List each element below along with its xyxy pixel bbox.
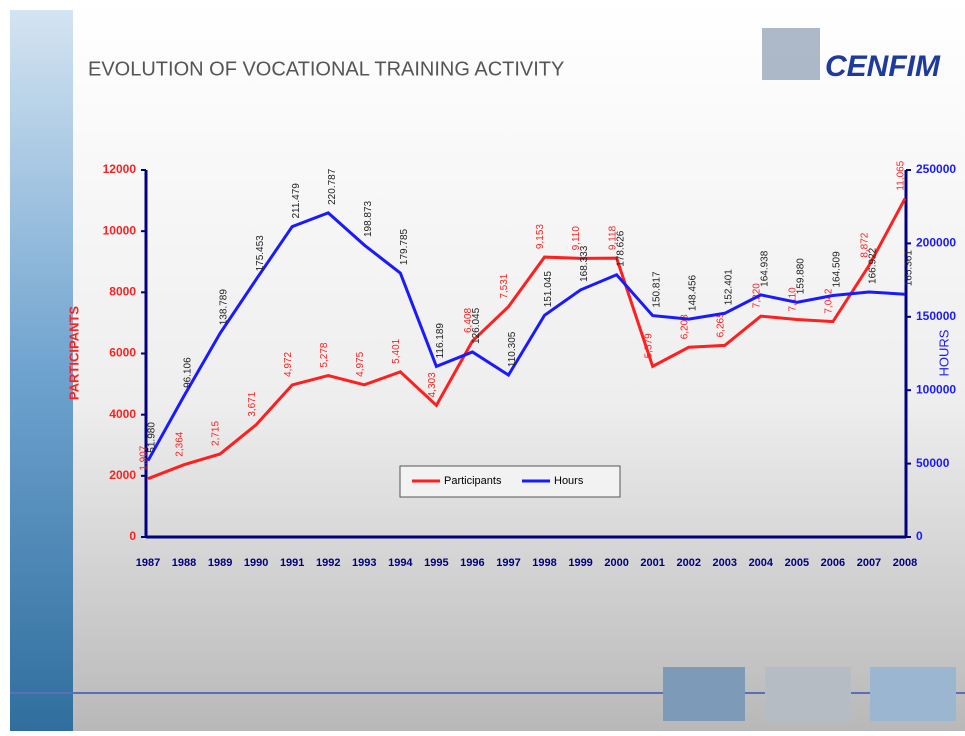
x-tick-label: 2002 bbox=[676, 557, 700, 569]
y-tick-label: 0 bbox=[129, 529, 136, 543]
logo: CENFIM bbox=[762, 28, 941, 83]
y-tick-label: 8000 bbox=[109, 285, 136, 299]
y-tick-label: 12000 bbox=[103, 162, 137, 176]
data-label: 7,531 bbox=[499, 273, 510, 298]
data-label: 4,972 bbox=[283, 351, 294, 376]
y2-tick-label: 150000 bbox=[916, 309, 956, 323]
data-label: 150.817 bbox=[651, 271, 662, 308]
data-label: 3,671 bbox=[247, 391, 258, 416]
margin bbox=[0, 0, 10, 731]
y-tick-label: 2000 bbox=[109, 468, 136, 482]
data-label: 51.980 bbox=[147, 422, 158, 453]
x-tick-label: 1994 bbox=[388, 557, 413, 569]
data-label: 96.106 bbox=[183, 357, 194, 388]
data-label: 8,872 bbox=[860, 232, 871, 257]
data-label: 151.045 bbox=[543, 271, 554, 308]
x-tick-label: 1993 bbox=[352, 557, 376, 569]
x-tick-label: 2005 bbox=[785, 557, 809, 569]
y-tick-label: 4000 bbox=[109, 407, 136, 421]
data-label: 220.787 bbox=[327, 168, 338, 205]
x-tick-label: 1991 bbox=[280, 557, 304, 569]
data-label: 9,118 bbox=[607, 225, 618, 250]
data-label: 4,303 bbox=[427, 372, 438, 397]
x-tick-label: 2007 bbox=[857, 557, 881, 569]
data-label: 5,401 bbox=[391, 338, 402, 363]
data-label: 126.045 bbox=[471, 307, 482, 344]
x-tick-label: 2004 bbox=[749, 557, 774, 569]
y2-axis-title: HOURS bbox=[936, 329, 951, 376]
y2-tick-label: 250000 bbox=[916, 162, 956, 176]
data-label: 179.785 bbox=[399, 228, 410, 265]
side-bar bbox=[10, 10, 73, 731]
x-tick-label: 1992 bbox=[316, 557, 340, 569]
x-tick-label: 1987 bbox=[136, 557, 160, 569]
data-label: 148.456 bbox=[687, 274, 698, 311]
data-label: 6,408 bbox=[463, 308, 474, 333]
data-label: 2,364 bbox=[175, 431, 186, 456]
data-label: 178.626 bbox=[615, 230, 626, 267]
x-tick-label: 2000 bbox=[604, 557, 628, 569]
chart-title: EVOLUTION OF VOCATIONAL TRAINING ACTIVIT… bbox=[88, 58, 564, 80]
y2-tick-label: 0 bbox=[916, 529, 923, 543]
data-label: 9,153 bbox=[535, 224, 546, 249]
data-label: 211.479 bbox=[291, 183, 302, 219]
x-tick-label: 1999 bbox=[568, 557, 592, 569]
x-tick-label: 1997 bbox=[496, 557, 520, 569]
data-label: 116.189 bbox=[435, 323, 446, 359]
data-label: 5,278 bbox=[319, 342, 330, 367]
data-label: 164.509 bbox=[832, 251, 843, 288]
data-label: 138.789 bbox=[219, 289, 230, 326]
x-tick-label: 2001 bbox=[640, 557, 664, 569]
y-tick-label: 10000 bbox=[103, 223, 137, 237]
data-label: 7,110 bbox=[787, 287, 798, 312]
gear-images bbox=[663, 667, 956, 721]
data-label: 9,110 bbox=[571, 226, 582, 251]
data-label: 11,065 bbox=[896, 160, 907, 190]
data-label: 4,975 bbox=[355, 351, 366, 376]
gear-image bbox=[663, 667, 745, 721]
x-tick-label: 1995 bbox=[424, 557, 448, 569]
x-tick-label: 1990 bbox=[244, 557, 268, 569]
y-tick-label: 6000 bbox=[109, 346, 136, 360]
y-axis-title: PARTICIPANTS bbox=[66, 306, 81, 400]
legend-label: Hours bbox=[554, 475, 584, 487]
x-tick-label: 1988 bbox=[172, 557, 196, 569]
data-label: 168.333 bbox=[579, 245, 590, 282]
data-label: 164.938 bbox=[759, 250, 770, 287]
x-tick-label: 2008 bbox=[893, 557, 917, 569]
series-line bbox=[147, 197, 907, 481]
data-label: 165.361 bbox=[904, 250, 915, 287]
gear-image bbox=[870, 667, 956, 721]
y2-tick-label: 200000 bbox=[916, 236, 956, 250]
data-label: 1,907 bbox=[139, 445, 150, 470]
data-label: 159.880 bbox=[795, 258, 806, 295]
data-label: 166.922 bbox=[868, 247, 879, 284]
data-label: 198.873 bbox=[363, 200, 374, 237]
data-label: 6,265 bbox=[715, 312, 726, 337]
data-label: 6,203 bbox=[679, 314, 690, 339]
x-tick-label: 2003 bbox=[713, 557, 737, 569]
data-label: 152.401 bbox=[723, 269, 734, 306]
x-tick-label: 1998 bbox=[532, 557, 556, 569]
y2-tick-label: 100000 bbox=[916, 382, 956, 396]
logo-icon bbox=[762, 28, 820, 80]
data-label: 7,042 bbox=[824, 288, 835, 313]
data-label: 5,579 bbox=[643, 333, 654, 358]
x-tick-label: 1996 bbox=[460, 557, 484, 569]
y2-tick-label: 50000 bbox=[916, 456, 950, 470]
data-label: 2,715 bbox=[211, 421, 222, 446]
legend-label: Participants bbox=[444, 475, 502, 487]
series-line bbox=[146, 211, 906, 462]
logo-text: CENFIM bbox=[825, 50, 941, 83]
data-label: 110.305 bbox=[507, 331, 518, 367]
x-tick-label: 2006 bbox=[821, 557, 845, 569]
data-label: 175.453 bbox=[255, 235, 266, 272]
gear-image bbox=[765, 667, 851, 721]
x-tick-label: 1989 bbox=[208, 557, 232, 569]
